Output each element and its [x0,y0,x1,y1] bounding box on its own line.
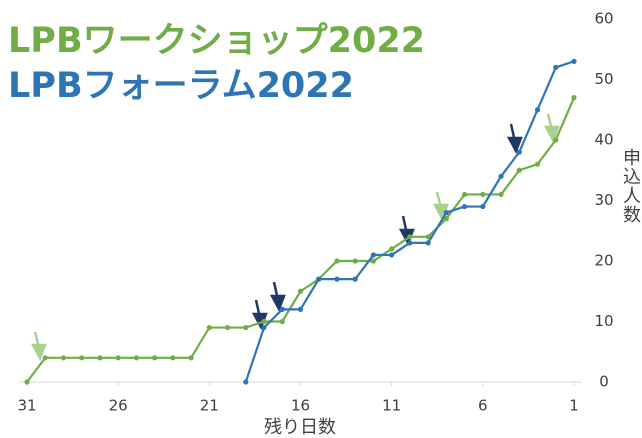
y-tick-label: 60 [594,10,613,28]
data-point [243,324,249,331]
data-point [443,216,449,222]
data-point [443,210,449,216]
data-point [79,355,85,361]
data-point [480,191,486,198]
data-point [534,161,541,167]
y-tick-label: 30 [594,191,613,209]
data-point [60,355,67,361]
data-point [152,355,158,361]
data-point [553,137,559,143]
data-point [188,355,194,361]
y-tick-label: 40 [594,131,613,149]
x-tick-label: 26 [109,397,128,415]
data-point [24,379,30,385]
series-line [26,97,576,383]
x-tick-label: 6 [478,397,488,415]
data-point [480,203,486,210]
data-point [516,167,522,173]
data-point [407,240,413,246]
data-point [425,240,431,246]
data-point [407,234,413,240]
data-point [571,95,577,101]
x-tick-label: 21 [200,397,219,415]
data-point [352,258,358,264]
arrows [30,113,560,361]
data-point [279,306,285,312]
data-point [97,355,103,361]
data-point [279,318,285,325]
legend-entry: LPBワークショップ2022 [8,21,425,61]
data-point [115,355,121,361]
y-tick-label: 50 [594,70,613,88]
data-point [261,318,267,325]
legend-entry: LPBフォーラム2022 [8,66,354,106]
data-point [297,306,304,312]
data-point [389,246,395,252]
data-point [316,276,322,282]
data-point [297,288,304,294]
data-point [206,324,212,331]
data-point [370,258,377,264]
data-point [42,355,48,361]
data-point [516,149,522,155]
x-tick-label: 16 [291,397,310,415]
data-point [553,64,559,70]
data-point [498,191,504,198]
y-tick-label: 20 [594,252,613,270]
x-tick-label: 1 [569,397,579,415]
x-axis-title: 残り日数 [264,417,336,438]
series-line [244,60,575,383]
y-tick-label: 10 [594,312,613,330]
data-point [261,324,267,331]
y-tick-label: 0 [599,373,609,391]
data-point [334,276,340,282]
x-tick-label: 31 [17,397,36,415]
data-point [425,234,431,240]
data-point [462,203,468,210]
data-point [133,355,139,361]
data-point [571,58,577,64]
data-point [170,355,176,361]
data-point [352,276,358,282]
data-point [224,324,231,331]
x-tick-label: 11 [382,397,401,415]
y-axis-title: 申込人数 [620,148,641,224]
data-point [389,252,395,258]
data-point [334,258,340,264]
data-point [370,252,377,258]
data-point [498,173,504,179]
data-point [462,191,468,198]
data-point [534,107,541,113]
data-point [243,379,249,385]
